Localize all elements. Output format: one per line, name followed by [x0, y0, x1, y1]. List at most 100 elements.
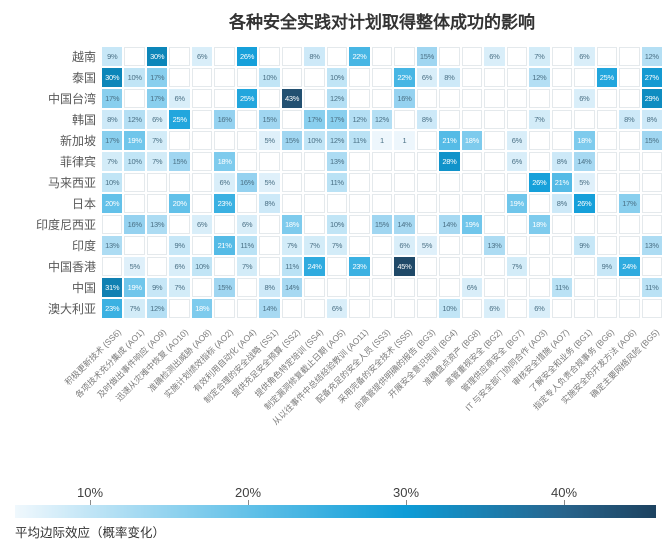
heatmap-cell[interactable]: 10% — [102, 173, 123, 192]
heatmap-cell[interactable]: 25% — [169, 110, 190, 129]
heatmap-cell[interactable]: 25% — [596, 68, 618, 87]
heatmap-cell[interactable]: 12% — [641, 47, 662, 66]
heatmap-cell[interactable]: 15% — [416, 47, 438, 66]
heatmap-cell[interactable]: 7% — [281, 236, 303, 255]
heatmap-cell[interactable]: 18% — [214, 152, 235, 171]
heatmap-cell[interactable]: 19% — [124, 278, 145, 297]
heatmap-cell[interactable]: 6% — [484, 299, 505, 318]
heatmap-cell[interactable]: 18% — [461, 131, 483, 150]
heatmap-cell[interactable]: 6% — [214, 173, 235, 192]
heatmap-cell[interactable]: 8% — [259, 278, 280, 297]
heatmap-cell[interactable]: 13% — [146, 215, 168, 234]
heatmap-cell[interactable]: 26% — [529, 173, 550, 192]
heatmap-cell[interactable]: 8% — [551, 152, 573, 171]
heatmap-cell[interactable]: 6% — [461, 278, 483, 297]
heatmap-cell[interactable]: 17% — [102, 89, 123, 108]
heatmap-cell[interactable]: 6% — [574, 89, 595, 108]
heatmap-cell[interactable]: 13% — [102, 236, 123, 255]
heatmap-cell[interactable]: 8% — [102, 110, 123, 129]
heatmap-cell[interactable]: 13% — [641, 236, 662, 255]
heatmap-cell[interactable]: 6% — [574, 47, 595, 66]
heatmap-cell[interactable]: 7% — [146, 131, 168, 150]
heatmap-cell[interactable]: 7% — [169, 278, 190, 297]
heatmap-cell[interactable]: 22% — [349, 47, 370, 66]
heatmap-cell[interactable]: 17% — [326, 110, 348, 129]
heatmap-cell[interactable]: 5% — [124, 257, 145, 276]
heatmap-cell[interactable]: 9% — [169, 236, 190, 255]
heatmap-cell[interactable]: 7% — [236, 257, 258, 276]
heatmap-cell[interactable]: 8% — [551, 194, 573, 213]
heatmap-cell[interactable]: 22% — [394, 68, 415, 87]
heatmap-cell[interactable]: 24% — [619, 257, 640, 276]
heatmap-cell[interactable]: 20% — [169, 194, 190, 213]
heatmap-cell[interactable]: 14% — [574, 152, 595, 171]
heatmap-cell[interactable]: 14% — [259, 299, 280, 318]
heatmap-cell[interactable]: 14% — [394, 215, 415, 234]
heatmap-cell[interactable]: 5% — [416, 236, 438, 255]
heatmap-cell[interactable]: 14% — [439, 215, 460, 234]
heatmap-cell[interactable]: 6% — [506, 152, 528, 171]
heatmap-cell[interactable]: 12% — [349, 110, 370, 129]
heatmap-cell[interactable]: 12% — [529, 68, 550, 87]
heatmap-cell[interactable]: 8% — [619, 110, 640, 129]
heatmap-cell[interactable]: 9% — [146, 278, 168, 297]
heatmap-cell[interactable]: 15% — [641, 131, 662, 150]
heatmap-cell[interactable]: 10% — [326, 68, 348, 87]
heatmap-cell[interactable]: 19% — [461, 215, 483, 234]
heatmap-cell[interactable]: 18% — [574, 131, 595, 150]
heatmap-cell[interactable]: 17% — [619, 194, 640, 213]
heatmap-cell[interactable]: 8% — [416, 110, 438, 129]
heatmap-cell[interactable]: 26% — [236, 47, 258, 66]
heatmap-cell[interactable]: 7% — [304, 236, 325, 255]
heatmap-cell[interactable]: 7% — [326, 236, 348, 255]
heatmap-cell[interactable]: 26% — [574, 194, 595, 213]
heatmap-cell[interactable]: 30% — [102, 68, 123, 87]
heatmap-cell[interactable]: 10% — [124, 152, 145, 171]
heatmap-cell[interactable]: 5% — [574, 173, 595, 192]
heatmap-cell[interactable]: 10% — [191, 257, 213, 276]
heatmap-cell[interactable]: 6% — [191, 47, 213, 66]
heatmap-cell[interactable]: 6% — [236, 215, 258, 234]
heatmap-cell[interactable]: 30% — [146, 47, 168, 66]
heatmap-cell[interactable]: 10% — [124, 68, 145, 87]
heatmap-cell[interactable]: 6% — [169, 257, 190, 276]
heatmap-cell[interactable]: 20% — [102, 194, 123, 213]
heatmap-cell[interactable]: 23% — [102, 299, 123, 318]
heatmap-cell[interactable]: 15% — [169, 152, 190, 171]
heatmap-cell[interactable]: 11% — [551, 278, 573, 297]
heatmap-cell[interactable]: 11% — [281, 257, 303, 276]
heatmap-cell[interactable]: 18% — [191, 299, 213, 318]
heatmap-cell[interactable]: 6% — [484, 47, 505, 66]
heatmap-cell[interactable]: 28% — [439, 152, 460, 171]
heatmap-cell[interactable]: 18% — [281, 215, 303, 234]
heatmap-cell[interactable]: 6% — [169, 89, 190, 108]
heatmap-cell[interactable]: 43% — [281, 89, 303, 108]
heatmap-cell[interactable]: 16% — [214, 110, 235, 129]
heatmap-cell[interactable]: 7% — [529, 47, 550, 66]
heatmap-cell[interactable]: 5% — [259, 131, 280, 150]
heatmap-cell[interactable]: 8% — [439, 68, 460, 87]
heatmap-cell[interactable]: 19% — [124, 131, 145, 150]
heatmap-cell[interactable]: 12% — [124, 110, 145, 129]
heatmap-cell[interactable]: 11% — [641, 278, 662, 297]
heatmap-cell[interactable]: 12% — [326, 131, 348, 150]
heatmap-cell[interactable]: 11% — [326, 173, 348, 192]
heatmap-cell[interactable]: 1 — [394, 131, 415, 150]
heatmap-cell[interactable]: 25% — [236, 89, 258, 108]
heatmap-cell[interactable]: 9% — [596, 257, 618, 276]
heatmap-cell[interactable]: 6% — [326, 299, 348, 318]
heatmap-cell[interactable]: 16% — [394, 89, 415, 108]
heatmap-cell[interactable]: 7% — [102, 152, 123, 171]
heatmap-cell[interactable]: 15% — [281, 131, 303, 150]
heatmap-cell[interactable]: 9% — [102, 47, 123, 66]
heatmap-cell[interactable]: 13% — [326, 152, 348, 171]
heatmap-cell[interactable]: 11% — [236, 236, 258, 255]
heatmap-cell[interactable]: 17% — [102, 131, 123, 150]
heatmap-cell[interactable]: 6% — [394, 236, 415, 255]
heatmap-cell[interactable]: 14% — [281, 278, 303, 297]
heatmap-cell[interactable]: 6% — [506, 131, 528, 150]
heatmap-cell[interactable]: 6% — [416, 68, 438, 87]
heatmap-cell[interactable]: 7% — [124, 299, 145, 318]
heatmap-cell[interactable]: 5% — [259, 173, 280, 192]
heatmap-cell[interactable]: 17% — [146, 68, 168, 87]
